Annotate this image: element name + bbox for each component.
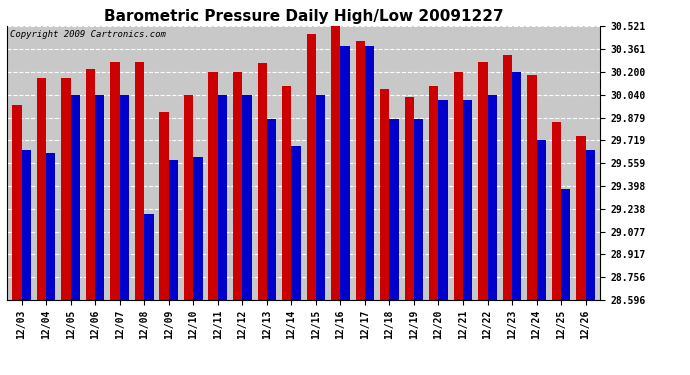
Bar [95, 94, 104, 300]
Bar [282, 86, 291, 300]
Bar [404, 98, 414, 300]
Bar [429, 86, 438, 300]
Bar [70, 94, 80, 300]
Bar [453, 72, 463, 300]
Bar [193, 157, 203, 300]
Bar [233, 72, 242, 300]
Bar [552, 122, 561, 300]
Bar [169, 160, 178, 300]
Bar [46, 153, 55, 300]
Bar [527, 75, 537, 300]
Bar [331, 26, 340, 300]
Bar [478, 62, 488, 300]
Bar [37, 78, 46, 300]
Bar [119, 94, 129, 300]
Bar [242, 94, 252, 300]
Bar [561, 189, 571, 300]
Bar [306, 33, 316, 300]
Bar [463, 100, 472, 300]
Bar [12, 105, 21, 300]
Bar [389, 119, 399, 300]
Bar [586, 150, 595, 300]
Bar [184, 94, 193, 300]
Bar [512, 72, 522, 300]
Bar [438, 100, 448, 300]
Bar [218, 94, 227, 300]
Title: Barometric Pressure Daily High/Low 20091227: Barometric Pressure Daily High/Low 20091… [104, 9, 504, 24]
Bar [488, 94, 497, 300]
Bar [159, 112, 169, 300]
Bar [291, 146, 301, 300]
Bar [208, 72, 218, 300]
Bar [503, 55, 512, 300]
Bar [414, 119, 423, 300]
Bar [537, 140, 546, 300]
Bar [257, 63, 267, 300]
Bar [355, 40, 365, 300]
Bar [316, 94, 325, 300]
Bar [144, 214, 154, 300]
Bar [86, 69, 95, 300]
Bar [61, 78, 70, 300]
Bar [110, 62, 119, 300]
Bar [340, 46, 350, 300]
Bar [576, 136, 586, 300]
Bar [267, 119, 276, 300]
Bar [380, 89, 389, 300]
Bar [21, 150, 31, 300]
Bar [365, 46, 374, 300]
Text: Copyright 2009 Cartronics.com: Copyright 2009 Cartronics.com [10, 30, 166, 39]
Bar [135, 62, 144, 300]
